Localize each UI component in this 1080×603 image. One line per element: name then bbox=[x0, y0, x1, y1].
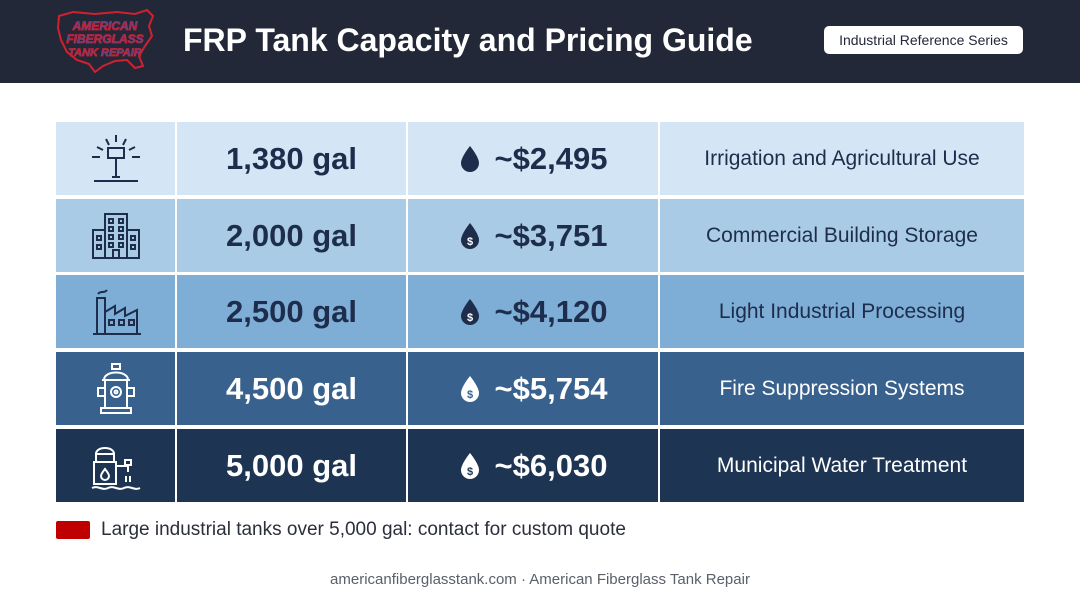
use-label: Municipal Water Treatment bbox=[660, 429, 1024, 502]
page-title: FRP Tank Capacity and Pricing Guide bbox=[183, 22, 753, 58]
logo-text-line1: AMERICAN bbox=[72, 19, 138, 33]
table-row: 4,500 gal $ ~$5,754 Fire Suppression Sys… bbox=[56, 352, 1024, 425]
sprinkler-icon bbox=[91, 134, 140, 182]
capacity-value: 2,000 gal bbox=[177, 199, 406, 272]
logo-text-line3: TANK REPAIR bbox=[68, 47, 142, 59]
price-value: ~$2,495 bbox=[494, 140, 608, 176]
price-value: ~$4,120 bbox=[494, 293, 608, 329]
use-label: Light Industrial Processing bbox=[660, 275, 1024, 348]
company-logo: AMERICAN FIBERGLASS TANK REPAIR bbox=[56, 8, 155, 74]
capacity-value: 4,500 gal bbox=[177, 352, 406, 425]
svg-text:$: $ bbox=[466, 466, 472, 478]
table-row: 1,380 gal ~$2,495 Irrigation and Agricul… bbox=[56, 122, 1024, 195]
series-badge: Industrial Reference Series bbox=[824, 26, 1023, 54]
custom-quote-note: Large industrial tanks over 5,000 gal: c… bbox=[56, 519, 626, 541]
dollar-drop-icon: $ bbox=[460, 298, 479, 325]
logo-text-line2: FIBERGLASS bbox=[66, 32, 143, 46]
price-value: ~$3,751 bbox=[494, 217, 608, 253]
factory-icon bbox=[92, 288, 141, 335]
footer-credit: americanfiberglasstank.com · American Fi… bbox=[330, 571, 750, 588]
note-text: Large industrial tanks over 5,000 gal: c… bbox=[101, 519, 626, 540]
note-color-swatch bbox=[56, 521, 90, 539]
table-row: 2,500 gal $ ~$4,120 Light Industrial Pro… bbox=[56, 275, 1024, 348]
svg-text:$: $ bbox=[466, 312, 472, 324]
header-bar: AMERICAN FIBERGLASS TANK REPAIR FRP Tank… bbox=[0, 0, 1080, 83]
office-building-icon bbox=[91, 212, 140, 259]
svg-text:$: $ bbox=[466, 236, 472, 248]
fire-hydrant-icon bbox=[96, 362, 135, 414]
water-treatment-icon bbox=[91, 446, 140, 490]
use-label: Commercial Building Storage bbox=[660, 199, 1024, 272]
use-label: Irrigation and Agricultural Use bbox=[660, 122, 1024, 195]
use-label: Fire Suppression Systems bbox=[660, 352, 1024, 425]
table-row: 5,000 gal $ ~$6,030 Municipal Water Trea… bbox=[56, 429, 1024, 502]
table-row: 2,000 gal $ ~$3,751 Commercial Building … bbox=[56, 199, 1024, 272]
price-value: ~$5,754 bbox=[494, 370, 608, 406]
dollar-drop-icon: $ bbox=[460, 375, 479, 402]
dollar-drop-icon: $ bbox=[460, 222, 479, 249]
svg-text:$: $ bbox=[466, 389, 472, 401]
dollar-drop-icon: $ bbox=[460, 452, 479, 479]
capacity-value: 1,380 gal bbox=[177, 122, 406, 195]
price-value: ~$6,030 bbox=[494, 447, 608, 483]
water-drop-icon bbox=[460, 145, 479, 172]
capacity-value: 2,500 gal bbox=[177, 275, 406, 348]
capacity-value: 5,000 gal bbox=[177, 429, 406, 502]
